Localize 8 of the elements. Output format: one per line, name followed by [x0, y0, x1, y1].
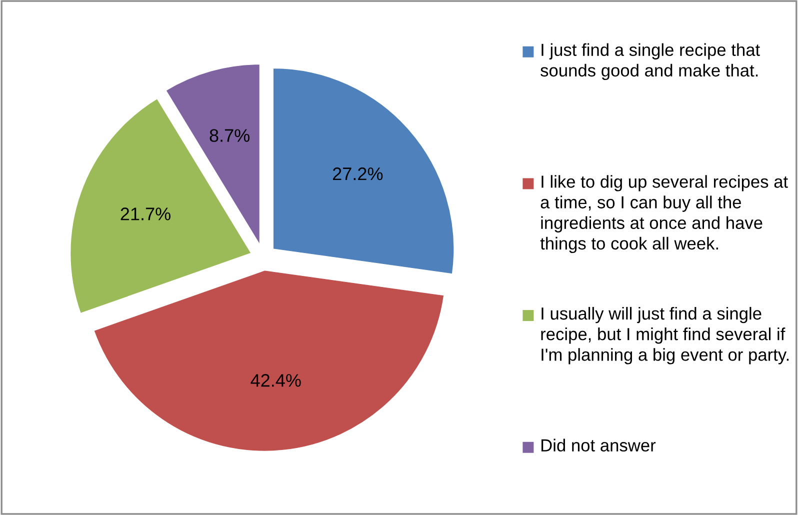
legend-label: I like to dig up several recipes at a time, so I can buy all the ingredients at once and have things to cook all week. [540, 175, 788, 254]
data-label: 42.4% [250, 374, 301, 387]
legend-label: I just find a single recipe that sounds good and make that. [540, 43, 760, 80]
legend-label: I usually will just find a single recipe, but I might find several if I'm planning a big event or party. [541, 306, 789, 364]
data-label: 21.7% [120, 208, 170, 220]
data-label: 8.7% [210, 129, 250, 142]
data-label: 27.2% [332, 167, 383, 180]
legend-label: Did not answer [542, 438, 656, 452]
